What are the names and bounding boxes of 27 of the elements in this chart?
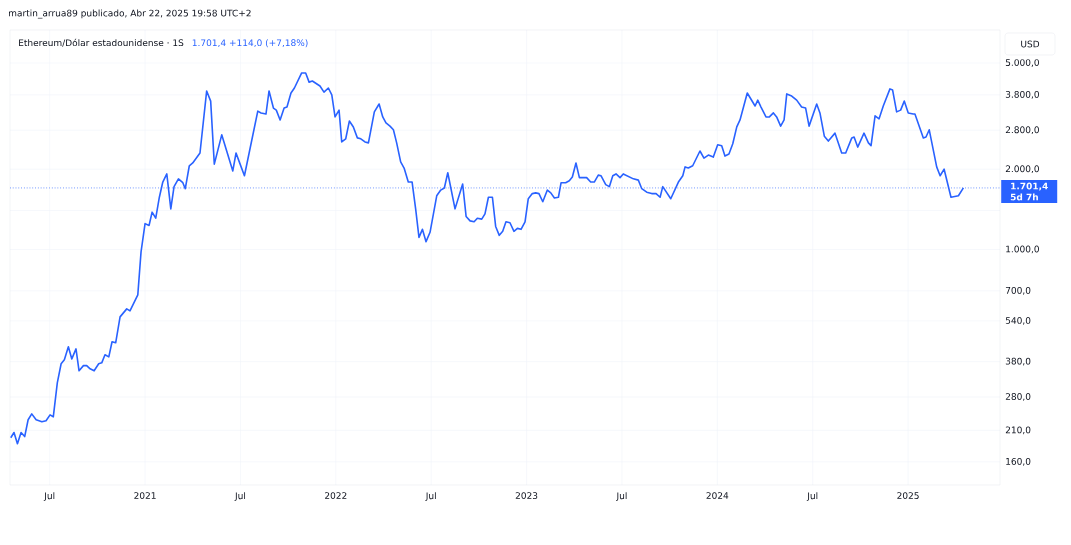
y-tick-label: 380,0: [1005, 357, 1031, 366]
y-tick-label: 210,0: [1005, 426, 1031, 435]
x-tick-label: 2021: [134, 492, 156, 499]
text: Ethereum/Dólar estadounidense · 1S: [19, 38, 184, 47]
y-tick-label: 3.800,0: [1005, 90, 1039, 99]
text: 5d 7h: [1010, 193, 1038, 201]
x-tick-label: 2025: [897, 492, 919, 499]
text: martin_arrua89 publicado, Abr 22, 2025 19:58 UTC+2: [9, 9, 251, 19]
text: 1.701,4 +114,0 (+7,18%): [192, 39, 308, 48]
y-tick-label: 280,0: [1005, 393, 1031, 401]
x-tick-label: 2024: [706, 492, 729, 499]
x-tick-label: Jul: [43, 492, 55, 501]
y-tick-label: 5.000,0: [1005, 59, 1039, 67]
y-tick-label: 700,0: [1005, 286, 1031, 295]
y-tick-label: 2.800,0: [1005, 126, 1039, 135]
x-tick-label: Jul: [806, 492, 818, 501]
x-tick-label: Jul: [234, 492, 246, 501]
y-axis-title: USD: [1021, 40, 1040, 48]
y-tick-label: 540,0: [1005, 317, 1031, 325]
x-tick-label: 2022: [325, 492, 347, 499]
x-tick-label: Jul: [425, 492, 436, 501]
y-tick-label: 1.000,0: [1006, 245, 1039, 254]
ref-line-label: 1.701,4: [1011, 182, 1048, 191]
x-tick-label: 2023: [515, 492, 538, 499]
y-tick-label: 2.000,0: [1005, 165, 1039, 174]
y-tick-label: 160,0: [1006, 457, 1031, 466]
x-tick-label: Jul: [616, 492, 627, 501]
